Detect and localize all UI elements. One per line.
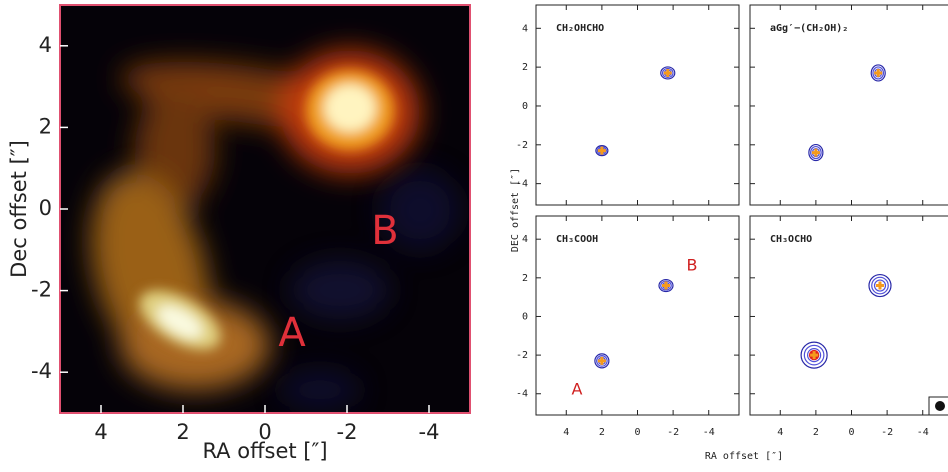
- contour: [658, 278, 674, 293]
- source-label: A: [572, 380, 583, 399]
- x-tick-label: -4: [917, 427, 929, 438]
- contour: [661, 67, 674, 79]
- x-tick-label: 2: [813, 427, 819, 438]
- contour: [596, 355, 608, 367]
- beam: [935, 401, 945, 411]
- y-tick-label: 0: [39, 196, 52, 220]
- emission-image: [60, 5, 470, 413]
- panel-frame: [535, 215, 740, 416]
- source-marker: [661, 281, 670, 290]
- source-label: B: [687, 256, 698, 275]
- y-tick-label: -4: [516, 179, 528, 190]
- y-tick-label: 4: [39, 33, 52, 57]
- contour: [810, 145, 822, 160]
- x-axis-label: RA offset [″]: [705, 451, 783, 462]
- source-marker: [874, 68, 883, 77]
- y-tick-label: -4: [516, 389, 528, 400]
- x-tick-label: 4: [777, 427, 783, 438]
- contour: [871, 276, 889, 295]
- contour: [807, 348, 822, 363]
- contour: [868, 273, 892, 298]
- y-tick-label: -4: [31, 359, 52, 383]
- contour: [872, 66, 885, 80]
- panel-title: aGg′−(CH₂OH)₂: [770, 23, 848, 34]
- y-axis-label: DEC offset [″]: [510, 168, 521, 252]
- x-tick-label: 4: [94, 420, 107, 444]
- contour: [803, 344, 825, 366]
- x-tick-label: -2: [667, 427, 679, 438]
- x-tick-label: 2: [599, 427, 605, 438]
- x-tick-label: 2: [176, 420, 189, 444]
- y-tick-label: -2: [516, 140, 528, 151]
- contour: [660, 280, 672, 291]
- y-tick-label: 4: [522, 23, 528, 34]
- panel-frame: [535, 4, 740, 206]
- source-marker: [663, 68, 672, 77]
- contour: [870, 64, 886, 82]
- source-label: A: [278, 310, 306, 356]
- contour: [594, 353, 610, 369]
- contour: [808, 143, 824, 162]
- source-marker: [811, 148, 820, 157]
- y-axis-label: Dec offset [″]: [7, 140, 31, 278]
- contour: [595, 145, 609, 157]
- y-tick-label: 0: [522, 101, 528, 112]
- y-tick-label: 0: [522, 311, 528, 322]
- x-axis-label: RA offset [″]: [202, 439, 327, 463]
- contour: [660, 66, 676, 80]
- x-tick-label: -4: [419, 420, 440, 444]
- y-tick-label: 2: [522, 273, 528, 284]
- panel-title: CH₂OHCHO: [556, 23, 604, 34]
- source-marker: [597, 356, 606, 365]
- x-tick-label: 0: [634, 427, 640, 438]
- x-tick-label: 4: [563, 427, 569, 438]
- y-tick-label: -2: [31, 278, 52, 302]
- y-tick-label: 2: [522, 62, 528, 73]
- x-tick-label: 0: [848, 427, 854, 438]
- contour: [873, 279, 887, 292]
- x-tick-label: -4: [703, 427, 715, 438]
- x-tick-label: 0: [258, 420, 271, 444]
- y-tick-label: 2: [39, 114, 52, 138]
- source-marker: [875, 281, 884, 290]
- y-tick-label: -2: [516, 350, 528, 361]
- source-label: B: [371, 208, 398, 254]
- x-tick-label: -2: [881, 427, 893, 438]
- panel-title: CH₃COOH: [556, 234, 598, 245]
- panel-frame: [749, 215, 948, 416]
- y-tick-label: 4: [522, 234, 528, 245]
- source-marker: [810, 351, 819, 360]
- panel-frame: [749, 4, 948, 206]
- source-marker: [597, 146, 606, 155]
- contour: [800, 341, 828, 369]
- x-tick-label: -2: [337, 420, 358, 444]
- panel-title: CH₃OCHO: [770, 234, 812, 245]
